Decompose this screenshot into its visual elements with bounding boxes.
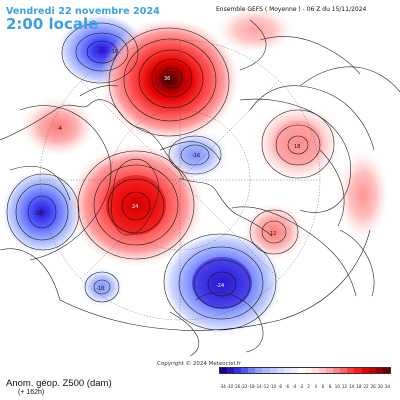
color-scale-cell [262,368,270,373]
copyright-notice: Copyright © 2024 Meteociel.fr [157,361,242,367]
label-west-canada-weak-low: -4 [57,126,62,132]
color-scale-cell [255,368,263,373]
color-scale-cell [319,368,327,373]
color-scale-label: 10 [334,384,340,389]
color-scale-cell [361,368,369,373]
color-scale-cell [283,368,291,373]
color-scale-cell [333,368,341,373]
color-scale-cell [340,368,348,373]
color-scale-label: 4 [314,384,318,389]
color-scale-cell [312,368,320,373]
color-scale-cell [326,368,334,373]
color-scale-labels: -34 -30 -26 -22 -18 -14 -12 -10 -8 -6 -4 -2 2 4 6 8 10 12… [219,384,391,389]
color-scale-cell [269,368,277,373]
color-scale-label: 14 [349,384,355,389]
forecast-date: Vendredi 22 novembre 2024 [6,6,160,17]
color-scale-cell [276,368,284,373]
color-scale-cell [304,368,313,373]
color-scale-label: 18 [356,384,362,389]
field-label: Anom. géop. Z500 (dam) [6,378,112,389]
label-arctic-siberia-high: 36 [164,76,170,82]
color-scale-cell [375,368,383,373]
label-greenland-high: 24 [132,204,138,210]
model-run-info: Ensemble GEFS ( Moyenne ) - 06 Z du 15/1… [216,6,367,13]
color-scale-label: -34 [219,384,226,389]
label-east-siberia-high: 18 [294,144,300,150]
color-scale-cell [297,368,305,373]
color-scale-cell [234,368,242,373]
graticule [39,39,321,321]
color-scale-cell [220,368,228,373]
color-scale-label: -2 [299,384,304,389]
color-scale-legend: -34 -30 -26 -22 -18 -14 -12 -10 -8 -6 -4 -2 2 4 6 8 10 12… [219,367,391,391]
color-scale-label: 22 [363,384,369,389]
color-scale-label: 2 [307,384,310,389]
color-scale-label: 26 [370,384,376,389]
color-scale-cell [347,368,355,373]
label-central-arctic-low: -16 [192,153,200,159]
contour-labels: -10 36 -4 -16 24 -16 18 12 -24 -10 [34,49,300,292]
contour-lines [6,19,371,331]
color-scale-label: 12 [341,384,348,389]
color-scale-bar [219,367,391,374]
color-scale-cell [227,368,235,373]
label-east-pacific-low: -16 [34,211,42,217]
color-scale-label: -22 [240,384,248,389]
color-scale-label: -4 [292,384,297,389]
color-scale-label: -14 [255,384,262,389]
label-pacific-ne-low: -10 [110,49,118,55]
color-scale-cell [290,368,298,373]
color-scale-label: -12 [262,384,269,389]
color-scale-label: -18 [248,384,255,389]
label-europe-trough: -24 [216,283,224,289]
coastlines [0,36,400,357]
label-central-asia-high: 12 [270,231,276,237]
color-scale-label: 6 [321,384,325,389]
color-scale-label: -6 [285,384,290,389]
color-scale-label: -26 [233,384,241,389]
color-scale-cell [248,368,256,373]
color-scale-label: -10 [269,384,277,389]
color-scale-cell [368,368,376,373]
color-scale-label: 8 [328,384,332,389]
label-atlantic-small-low: -10 [96,286,104,292]
color-scale-label: 30 [377,384,383,389]
color-scale-label: -30 [226,384,234,389]
forecast-time: 2:00 locale [6,15,99,33]
color-scale-label: -8 [277,384,282,389]
color-scale-cell [354,368,362,373]
color-scale-cell [382,368,390,373]
lead-time: (+ 162h) [18,389,45,396]
color-scale-label: 34 [384,384,391,389]
color-scale-cell [241,368,249,373]
